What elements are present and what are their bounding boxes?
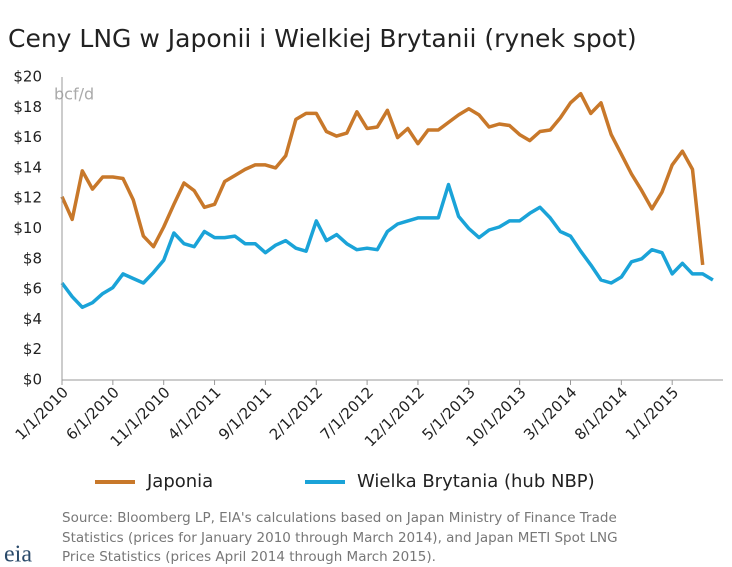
series-line — [60, 91, 705, 266]
x-tick-label: 1/1/2010 — [12, 383, 72, 443]
legend: Japonia Wielka Brytania (hub NBP) — [95, 471, 595, 492]
x-tick-label: 3/1/2014 — [520, 383, 580, 443]
y-tick-label: $12 — [13, 189, 42, 207]
series-line — [60, 182, 714, 310]
x-tick-label: 8/1/2014 — [571, 383, 631, 443]
chart-title: Ceny LNG w Japonii i Wielkiej Brytanii (… — [8, 24, 637, 53]
source-line: Statistics (prices for January 2010 thro… — [62, 530, 618, 546]
legend-label: Japonia — [146, 471, 213, 492]
unit-note: bcf/d — [54, 85, 94, 104]
x-tick-label: 2/1/2012 — [266, 383, 326, 443]
plot — [60, 91, 714, 310]
x-tick-label: 4/1/2011 — [164, 383, 224, 443]
x-tick-label: 9/1/2011 — [215, 383, 275, 443]
y-tick-label: $16 — [13, 128, 42, 146]
legend-label: Wielka Brytania (hub NBP) — [357, 471, 595, 492]
y-tick-label: $8 — [23, 249, 42, 267]
y-tick-label: $2 — [23, 340, 42, 358]
y-tick-label: $0 — [23, 371, 42, 389]
y-tick-label: $6 — [23, 280, 42, 298]
logo: eia — [4, 542, 32, 567]
y-tick-label: $18 — [13, 98, 42, 116]
x-tick-label: 1/1/2015 — [622, 383, 682, 443]
y-tick-label: $4 — [23, 310, 42, 328]
y-tick-label: $20 — [13, 68, 42, 86]
y-tick-label: $10 — [13, 219, 42, 237]
y-tick-label: $14 — [13, 158, 42, 176]
source-line: Source: Bloomberg LP, EIA's calculations… — [62, 510, 617, 526]
source-line: Price Statistics (prices April 2014 thro… — [62, 549, 436, 565]
